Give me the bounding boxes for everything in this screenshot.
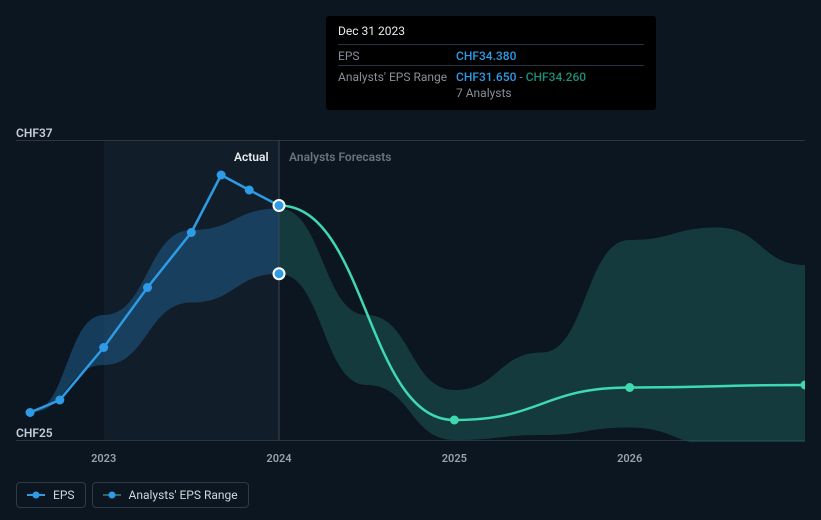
x-tick: 2023 [91,452,116,465]
tooltip-eps-label: EPS [338,49,456,63]
x-tick: 2024 [266,452,291,465]
x-tick: 2025 [442,452,467,465]
tooltip-date: Dec 31 2023 [338,24,644,44]
tooltip-analyst-count: 7 Analysts [456,86,512,100]
legend-swatch-eps [27,490,45,500]
legend-label-eps: EPS [53,488,75,502]
legend-item-eps[interactable]: EPS [16,482,86,508]
chart-tooltip: Dec 31 2023 EPS CHF34.380 Analysts' EPS … [326,16,656,110]
tooltip-eps-value: CHF34.380 [456,49,516,63]
x-tick: 2026 [617,452,642,465]
legend-swatch-range [103,490,121,500]
tooltip-blank-label [338,86,456,100]
legend-label-range: Analysts' EPS Range [129,488,238,502]
tooltip-range-label: Analysts' EPS Range [338,70,456,84]
tooltip-range-value: CHF31.650 - CHF34.260 [456,70,586,84]
legend-item-range[interactable]: Analysts' EPS Range [92,482,249,508]
legend: EPS Analysts' EPS Range [16,482,249,508]
